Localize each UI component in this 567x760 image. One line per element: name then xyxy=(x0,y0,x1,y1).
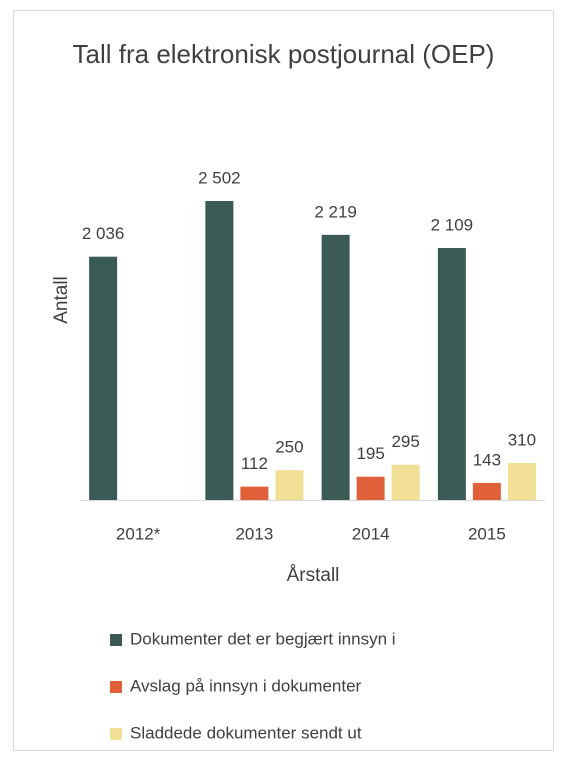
x-axis-title: Årstall xyxy=(287,565,340,586)
y-axis-title: Antall xyxy=(51,276,72,324)
bar xyxy=(472,482,501,500)
bar xyxy=(89,256,118,500)
legend-swatch xyxy=(110,728,122,740)
data-label: 2 036 xyxy=(82,224,125,243)
data-label: 2 502 xyxy=(198,168,241,187)
legend-label: Dokumenter det er begjært innsyn i xyxy=(130,629,396,648)
bar xyxy=(205,201,234,501)
legend-label: Avslag på innsyn i dokumenter xyxy=(130,676,362,695)
data-label: 112 xyxy=(241,454,268,473)
bar xyxy=(391,464,420,500)
data-label: 2 219 xyxy=(314,202,357,221)
bar xyxy=(321,234,350,500)
data-label: 143 xyxy=(473,450,501,469)
chart-title: Tall fra elektronisk postjournal (OEP) xyxy=(72,39,495,69)
bar xyxy=(356,476,385,500)
x-tick-label: 2012* xyxy=(116,524,161,543)
data-label: 310 xyxy=(508,430,536,449)
data-label: 2 109 xyxy=(431,215,474,234)
data-label: 295 xyxy=(391,432,419,451)
chart-border xyxy=(13,10,554,751)
bar xyxy=(275,470,304,500)
legend-swatch xyxy=(110,634,122,646)
bar xyxy=(240,486,269,500)
legend-label: Sladdede dokumenter sendt ut xyxy=(130,723,362,742)
legend-swatch xyxy=(110,681,122,693)
bar xyxy=(507,462,536,500)
x-tick-label: 2014 xyxy=(352,524,390,543)
data-label: 250 xyxy=(275,438,303,457)
x-tick-label: 2015 xyxy=(468,524,506,543)
data-label: 195 xyxy=(356,444,384,463)
x-tick-label: 2013 xyxy=(235,524,273,543)
bar xyxy=(437,247,466,500)
